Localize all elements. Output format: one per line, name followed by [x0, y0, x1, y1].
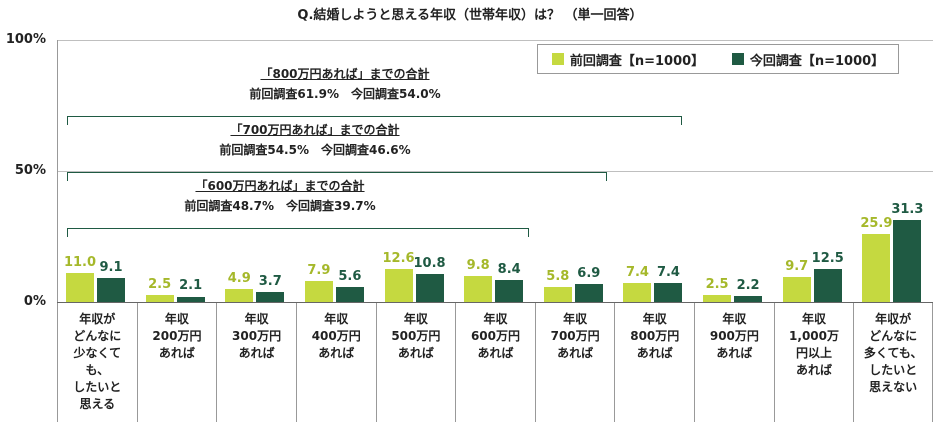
- bar-value-curr: 7.4: [656, 264, 680, 280]
- category-label: 年収 500万円 あれば: [375, 303, 456, 422]
- bar-prev: [145, 295, 174, 302]
- bar-curr: [495, 280, 524, 302]
- bar-value-prev: 4.9: [227, 271, 251, 287]
- bar-value-prev: 7.9: [307, 263, 331, 279]
- bar-value-curr: 9.1: [99, 260, 123, 276]
- bar-prev: [304, 281, 333, 302]
- chart-title: Q.結婚しようと思える年収（世帯年収）は？ （単一回答）: [297, 8, 643, 23]
- x-axis: [57, 302, 933, 303]
- annotation-800: 「800万円あれば」までの合計 前回調査61.9% 今回調査54.0%: [200, 64, 490, 104]
- legend-swatch-prev: [551, 53, 564, 65]
- category-label: 年収 800万円 あれば: [614, 303, 694, 422]
- annotation-700-detail: 前回調査54.5% 今回調査46.6%: [219, 143, 411, 157]
- bar-value-prev: 5.8: [546, 268, 570, 284]
- bracket-700: [67, 172, 607, 181]
- bar-value-curr: 12.5: [811, 251, 844, 267]
- annotation-600: 「600万円あれば」までの合計 前回調査48.7% 今回調査39.7%: [150, 176, 410, 216]
- category-label: 年収 700万円 あれば: [534, 303, 615, 422]
- bar-prev: [623, 282, 652, 302]
- category-label: 年収 200万円 あれば: [136, 303, 217, 422]
- bar-value-prev: 2.5: [705, 277, 729, 293]
- bar-value-curr: 31.3: [891, 201, 924, 217]
- legend-swatch-curr: [731, 53, 744, 65]
- bar-value-prev: 25.9: [860, 216, 893, 232]
- annotation-800-heading: 「800万円あれば」までの合計: [260, 67, 430, 81]
- category-label: 年収 900万円 あれば: [694, 303, 774, 422]
- bar-prev: [782, 276, 811, 302]
- bar-prev: [862, 234, 891, 302]
- bar-prev: [464, 276, 493, 302]
- annotation-700-heading: 「700万円あれば」までの合計: [230, 123, 400, 137]
- legend-label-prev: 前回調査【n=1000】: [569, 53, 705, 69]
- bar-value-curr: 10.8: [413, 255, 446, 271]
- bar-value-prev: 11.0: [63, 255, 97, 271]
- y-tick-0: 0%: [23, 294, 46, 309]
- annotation-600-detail: 前回調査48.7% 今回調査39.7%: [184, 199, 376, 213]
- category-label: 年収が どんなに 多くても、 したいと 思えない: [853, 303, 933, 422]
- gridline-50: [57, 171, 933, 172]
- bar-curr: [574, 283, 603, 302]
- bar-value-prev: 12.6: [382, 250, 415, 266]
- y-tick-50: 50%: [14, 163, 46, 178]
- bar-prev: [384, 269, 413, 302]
- bar-prev: [543, 286, 572, 302]
- legend: 前回調査【n=1000】 今回調査【n=1000】: [537, 44, 899, 74]
- legend-item-prev: 前回調査【n=1000】: [551, 50, 705, 69]
- y-tick-100: 100%: [5, 32, 46, 47]
- bar-value-curr: 6.9: [577, 265, 601, 281]
- bar-prev: [703, 295, 732, 302]
- bar-curr: [415, 273, 444, 302]
- gridline-100: [57, 40, 933, 41]
- y-axis: [57, 40, 58, 302]
- annotation-700: 「700万円あれば」までの合計 前回調査54.5% 今回調査46.6%: [190, 120, 440, 160]
- bar-curr: [335, 287, 364, 302]
- legend-label-curr: 今回調査【n=1000】: [749, 53, 885, 69]
- bar-value-prev: 2.5: [148, 277, 172, 293]
- legend-item-curr: 今回調査【n=1000】: [731, 50, 885, 69]
- bar-value-curr: 3.7: [258, 274, 282, 290]
- category-label: 年収 400万円 あれば: [295, 303, 376, 422]
- bar-curr: [97, 278, 125, 302]
- bar-curr: [734, 296, 763, 302]
- bar-value-curr: 2.1: [179, 278, 203, 294]
- annotation-600-heading: 「600万円あれば」までの合計: [195, 179, 365, 193]
- bar-value-curr: 8.4: [497, 261, 521, 277]
- bar-prev: [225, 289, 254, 302]
- bar-curr: [813, 269, 842, 302]
- bracket-800: [67, 116, 682, 125]
- bar-curr: [256, 292, 285, 302]
- bar-value-prev: 7.4: [625, 264, 649, 280]
- bar-prev: [66, 273, 94, 302]
- category-label: 年収 300万円 あれば: [216, 303, 296, 422]
- bar-value-prev: 9.7: [785, 258, 809, 274]
- bar-curr: [893, 220, 922, 302]
- category-label: 年収 600万円 あれば: [455, 303, 535, 422]
- bar-curr: [176, 296, 205, 302]
- annotation-800-detail: 前回調査61.9% 今回調査54.0%: [249, 87, 441, 101]
- bracket-600: [67, 228, 529, 237]
- bar-curr: [654, 282, 683, 302]
- bar-value-curr: 2.2: [736, 278, 760, 294]
- category-label: 年収が どんなに 少なくて も、 したいと 思える: [57, 303, 137, 422]
- category-label: 年収 1,000万 円以上 あれば: [773, 303, 854, 422]
- bar-value-curr: 5.6: [338, 269, 362, 285]
- bar-value-prev: 9.8: [466, 258, 490, 274]
